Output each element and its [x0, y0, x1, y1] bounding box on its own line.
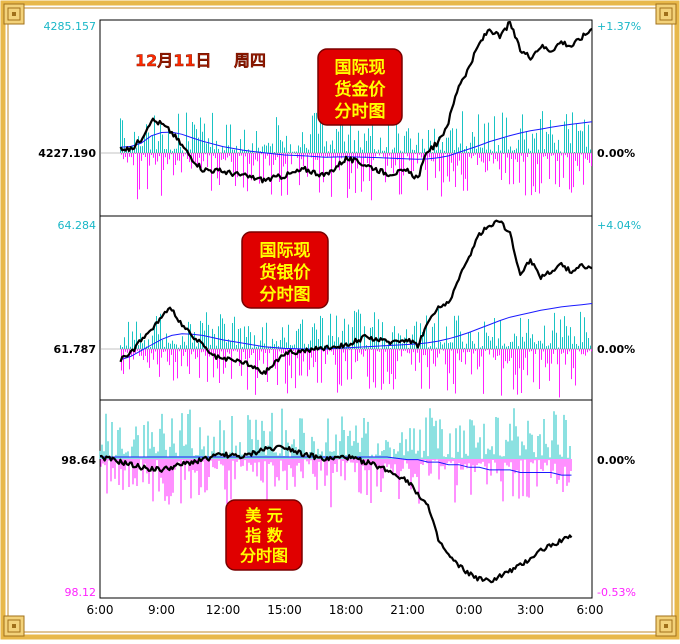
silver-badge-line-3: 分时图: [260, 285, 311, 305]
usd-badge-line-3: 分时图: [240, 546, 288, 565]
corner-ornament-tr: [655, 3, 677, 25]
x-tick-label: 18:00: [329, 603, 364, 617]
usd-pct-base-label: 0.00%: [597, 454, 635, 467]
usd-pct-bottom-label: -0.53%: [597, 586, 636, 599]
x-tick-label: 6:00: [87, 603, 114, 617]
silver-y-top-label: 64.284: [58, 219, 97, 232]
date-label: 12月11日: [135, 51, 212, 70]
usd-badge-line-1: 美 元: [245, 506, 283, 525]
gold-badge-line-1: 国际现: [335, 58, 386, 78]
usd-badge-line-2: 指 数: [245, 526, 284, 545]
silver-badge-line-2: 货银价: [260, 262, 312, 283]
silver-pct-top-label: +4.04%: [597, 219, 641, 232]
x-tick-label: 3:00: [517, 603, 544, 617]
gold-average-line: [120, 121, 593, 160]
gold-badge-line-3: 分时图: [335, 102, 386, 122]
corner-ornament-br: [655, 615, 677, 637]
gold-price-line: [119, 20, 593, 184]
gold-y-top-label: 4285.157: [44, 20, 97, 33]
x-tick-label: 6:00: [577, 603, 604, 617]
silver-average-line: [120, 303, 593, 361]
usd-volume-bars: [99, 408, 572, 508]
gold-pct-top-label: +1.37%: [597, 20, 641, 33]
x-tick-label: 12:00: [206, 603, 241, 617]
x-axis: 6:00 9:00 12:00 15:00 18:00 21:00 0:00 3…: [87, 603, 604, 617]
silver-volume-bars: [120, 308, 592, 398]
usd-y-bottom-label: 98.12: [65, 586, 97, 599]
gold-badge: 国际现 货金价 分时图: [317, 48, 403, 126]
x-tick-label: 0:00: [456, 603, 483, 617]
x-tick-label: 21:00: [390, 603, 425, 617]
silver-panel: 64.284 61.787 +4.04% 0.00% 国际现 货银价 分时图: [54, 219, 641, 398]
gold-panel: 4285.157 4227.190 +1.37% 0.00% 国际现 货金价 分…: [38, 20, 641, 201]
usd-badge: 美 元 指 数 分时图: [225, 499, 303, 571]
gold-y-base-label: 4227.190: [38, 147, 96, 160]
plot-frame: [99, 19, 593, 599]
usd-index-panel: 98.64 98.12 0.00% -0.53% 美 元 指 数 分时图: [61, 408, 636, 599]
corner-ornament-bl: [3, 615, 25, 637]
usd-y-base-label: 98.64: [61, 454, 96, 467]
silver-badge-line-1: 国际现: [260, 241, 311, 261]
gold-badge-line-2: 货金价: [335, 79, 387, 100]
frame-inner: [7, 7, 673, 633]
x-tick-label: 15:00: [267, 603, 302, 617]
usd-price-line: [99, 444, 573, 584]
silver-price-line: [119, 219, 593, 375]
corner-ornament-tl: [3, 3, 25, 25]
x-tick-label: 9:00: [148, 603, 175, 617]
silver-y-base-label: 61.787: [54, 343, 96, 356]
gold-volume-bars: [120, 111, 592, 201]
silver-pct-base-label: 0.00%: [597, 343, 635, 356]
silver-badge: 国际现 货银价 分时图: [241, 231, 329, 309]
weekday-label: 周四: [234, 51, 266, 70]
gold-pct-base-label: 0.00%: [597, 147, 635, 160]
